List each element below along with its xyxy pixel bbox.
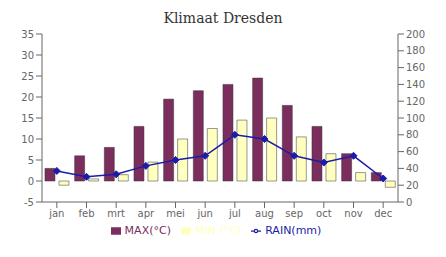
svg-text:160: 160 <box>406 62 425 73</box>
svg-text:80: 80 <box>406 129 419 140</box>
svg-text:60: 60 <box>406 146 419 157</box>
svg-text:-5: -5 <box>24 197 34 208</box>
html-text:RAIN(mm): RAIN(mm) <box>265 224 322 237</box>
svg-text:120: 120 <box>406 96 425 107</box>
svg-text:jan: jan <box>48 208 64 219</box>
html-text:Klimaat Dresden: Klimaat Dresden <box>163 10 283 26</box>
svg-text:15: 15 <box>21 113 34 124</box>
html-text:MIN (°C): MIN (°C) <box>194 224 242 237</box>
svg-text:180: 180 <box>406 45 425 56</box>
svg-text:25: 25 <box>21 71 34 82</box>
svg-text:140: 140 <box>406 79 425 90</box>
svg-text:feb: feb <box>78 208 94 219</box>
html-text:MAX(°C): MAX(°C) <box>124 224 171 237</box>
svg-text:35: 35 <box>21 29 34 40</box>
svg-text:200: 200 <box>406 29 425 40</box>
svg-text:mrt: mrt <box>107 208 125 219</box>
svg-text:dec: dec <box>374 208 392 219</box>
svg-text:apr: apr <box>138 208 155 219</box>
svg-text:0: 0 <box>406 197 412 208</box>
svg-text:20: 20 <box>406 180 419 191</box>
svg-text:sep: sep <box>285 208 303 219</box>
svg-text:jul: jul <box>228 208 241 219</box>
svg-text:5: 5 <box>28 155 34 166</box>
svg-text:40: 40 <box>406 163 419 174</box>
svg-text:30: 30 <box>21 50 34 61</box>
svg-text:aug: aug <box>255 208 274 219</box>
svg-text:20: 20 <box>21 92 34 103</box>
svg-text:0: 0 <box>28 176 34 187</box>
svg-text:jun: jun <box>196 208 212 219</box>
svg-text:100: 100 <box>406 113 425 124</box>
svg-text:mei: mei <box>166 208 185 219</box>
svg-text:nov: nov <box>344 208 362 219</box>
svg-text:10: 10 <box>21 134 34 145</box>
svg-text:oct: oct <box>316 208 332 219</box>
